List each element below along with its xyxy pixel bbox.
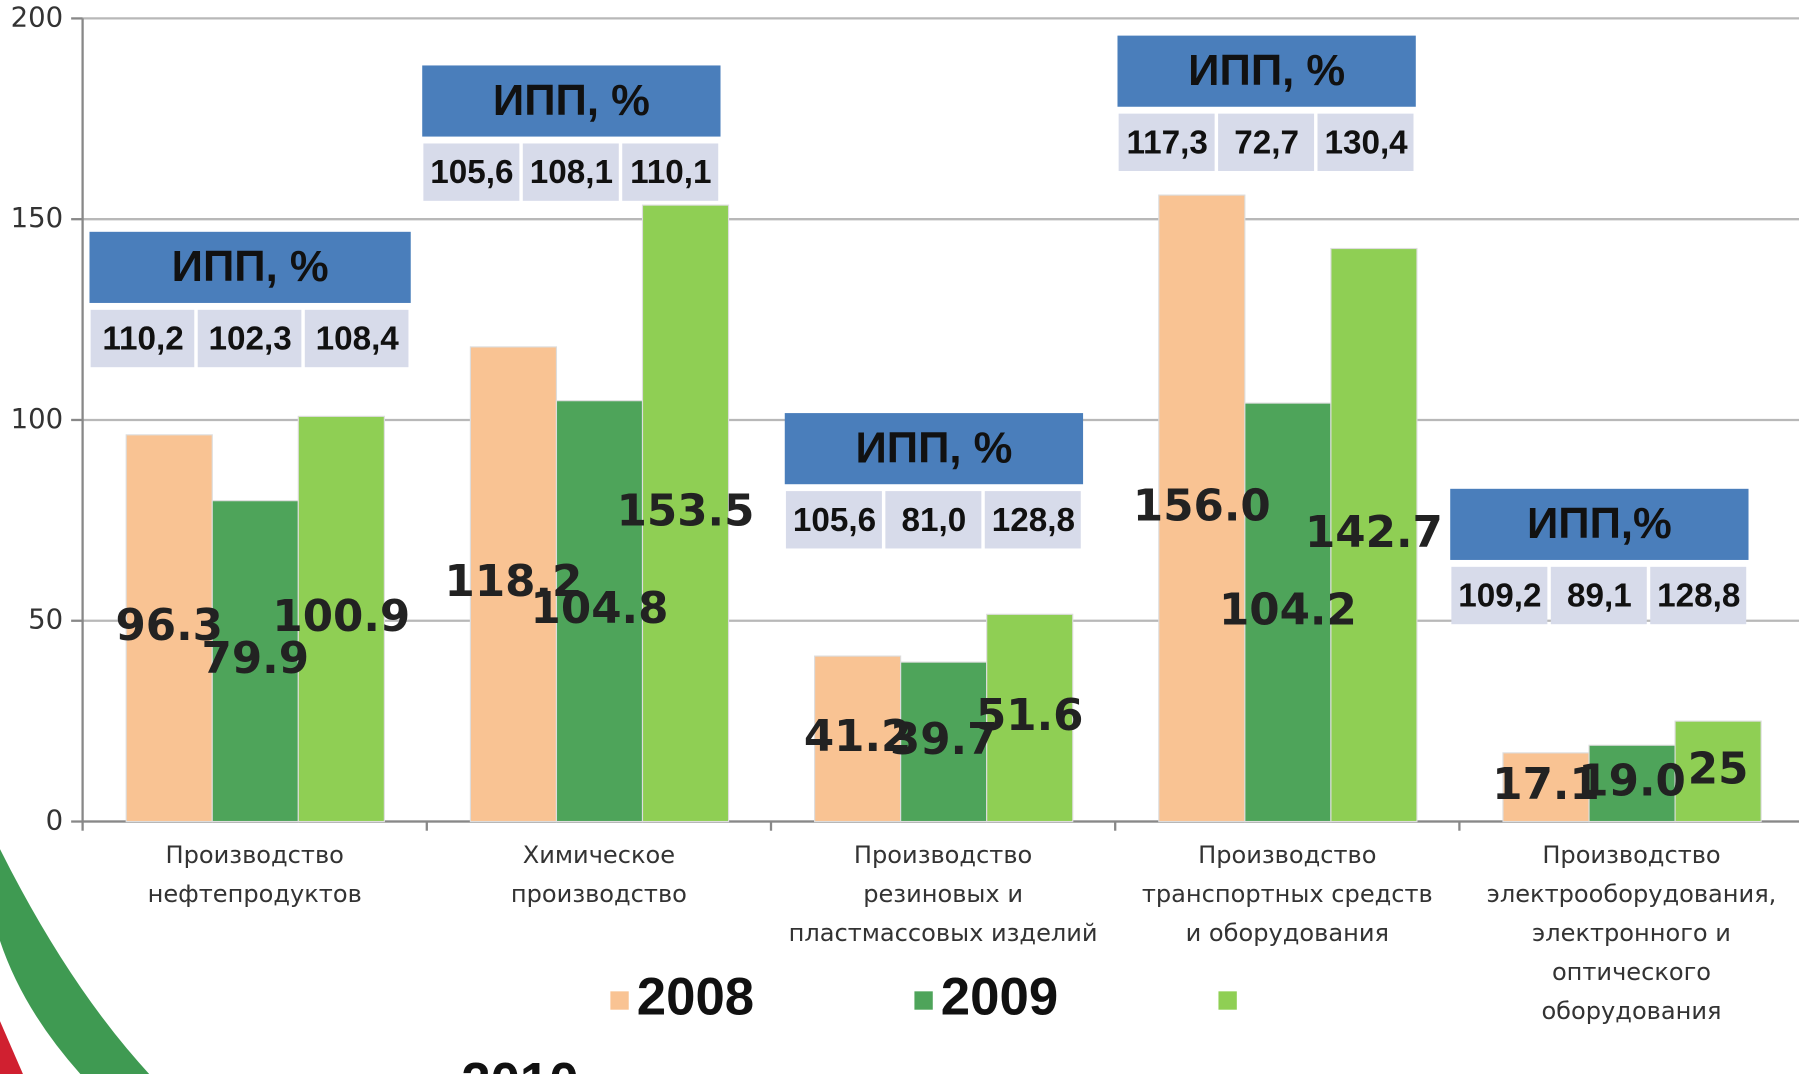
x-tick-label: пластмассовых изделий	[789, 919, 1098, 947]
x-tick-label: производство	[511, 880, 687, 908]
value-label: 118.2	[445, 557, 583, 607]
x-tick-label: Химическое	[523, 841, 675, 869]
annotation-value: 109,2	[1458, 578, 1541, 615]
annotation-header	[1117, 35, 1416, 107]
bar	[986, 613, 1074, 823]
value-label: 19.0	[1578, 756, 1686, 806]
annotation-header	[89, 231, 411, 303]
value-label: 96.3	[115, 601, 223, 651]
x-tick-label: Производство	[1198, 841, 1376, 869]
bar	[555, 400, 644, 823]
annotation-value: 108,1	[530, 154, 613, 191]
bar	[1674, 720, 1762, 823]
y-tick-label: 150	[11, 202, 64, 234]
x-tick-label: Производство	[166, 841, 344, 869]
legend-label: 2010	[461, 1052, 578, 1074]
bar	[641, 204, 730, 823]
bar	[297, 415, 385, 823]
annotation-cell	[785, 491, 882, 549]
annotation-title: ИПП, %	[493, 77, 650, 125]
y-tick-label: 100	[11, 403, 64, 435]
legend-label: 2008	[637, 967, 754, 1026]
x-tick-label: оптического	[1552, 958, 1711, 986]
x-tick-label: транспортных средств	[1142, 880, 1433, 908]
legend-swatch	[610, 991, 629, 1010]
annotation-value: 110,2	[102, 321, 183, 358]
legend-label: 2009	[941, 967, 1058, 1026]
bar	[814, 655, 902, 823]
annotation-value: 130,4	[1324, 124, 1408, 161]
annotation-value: 105,6	[430, 154, 513, 191]
decor-swoosh-red	[0, 1021, 23, 1074]
annotation-cell	[1317, 113, 1414, 172]
annotation-cell	[1451, 566, 1548, 625]
annotation-value: 89,1	[1567, 578, 1632, 615]
annotation-title: ИПП, %	[855, 424, 1012, 472]
x-tick-label: и оборудования	[1186, 919, 1389, 947]
value-label: 104.8	[531, 584, 669, 634]
x-tick-label: электронного и	[1532, 919, 1731, 947]
annotation-cell	[1550, 566, 1647, 625]
value-label: 51.6	[976, 691, 1084, 741]
bar	[211, 500, 299, 823]
value-label: 39.7	[890, 715, 998, 765]
x-tick-label: Производство	[854, 841, 1032, 869]
legend-swatch	[1218, 991, 1237, 1010]
value-label: 100.9	[272, 592, 410, 642]
bar	[1330, 247, 1418, 823]
legend-swatch	[914, 991, 933, 1010]
annotation-title: ИПП,%	[1527, 500, 1672, 548]
annotation-cell	[423, 143, 520, 201]
bar	[1244, 402, 1332, 823]
x-tick-label: резиновых и	[863, 880, 1023, 908]
x-tick-label: электрооборудования,	[1487, 880, 1777, 908]
annotation-value: 105,6	[793, 502, 876, 539]
value-label: 142.7	[1305, 508, 1443, 558]
annotation-header	[784, 413, 1084, 485]
annotation-title: ИПП, %	[172, 243, 329, 291]
x-tick-label: нефтепродуктов	[148, 880, 362, 908]
value-label: 25	[1688, 744, 1749, 794]
annotation-value: 81,0	[902, 502, 967, 539]
x-tick-label: Производство	[1542, 841, 1720, 869]
value-label: 79.9	[202, 634, 310, 684]
bar	[900, 661, 988, 823]
annotation-cell	[90, 309, 195, 368]
annotation-cell	[622, 143, 719, 201]
decor-swoosh	[0, 849, 150, 1074]
annotation-cell	[197, 309, 302, 368]
annotation-header	[422, 65, 721, 137]
annotation-value: 128,8	[992, 502, 1075, 539]
annotation-cell	[304, 309, 409, 368]
annotation-header	[1450, 488, 1749, 560]
bar	[469, 346, 558, 823]
annotation-cell	[1650, 566, 1747, 625]
value-label: 41.2	[804, 712, 912, 762]
annotation-cell	[885, 491, 982, 549]
annotation-value: 117,3	[1126, 124, 1207, 161]
y-tick-label: 0	[46, 805, 64, 837]
bar	[1158, 194, 1246, 823]
annotation-cell	[1218, 113, 1315, 172]
value-label: 156.0	[1133, 481, 1271, 531]
annotation-value: 72,7	[1234, 124, 1299, 161]
value-label: 17.1	[1492, 760, 1600, 810]
annotation-cell	[522, 143, 619, 201]
annotation-value: 108,4	[316, 321, 400, 358]
bar	[125, 434, 213, 823]
annotation-title: ИПП, %	[1188, 47, 1345, 95]
y-tick-label: 200	[11, 1, 64, 33]
annotation-value: 102,3	[208, 321, 291, 358]
value-label: 104.2	[1219, 585, 1357, 635]
annotation-cell	[1118, 113, 1215, 172]
y-tick-label: 50	[28, 604, 63, 636]
annotation-value: 110,1	[630, 154, 711, 191]
annotation-cell	[984, 491, 1081, 549]
x-tick-label: оборудования	[1541, 997, 1721, 1025]
value-label: 153.5	[617, 486, 755, 536]
annotation-value: 128,8	[1657, 578, 1740, 615]
